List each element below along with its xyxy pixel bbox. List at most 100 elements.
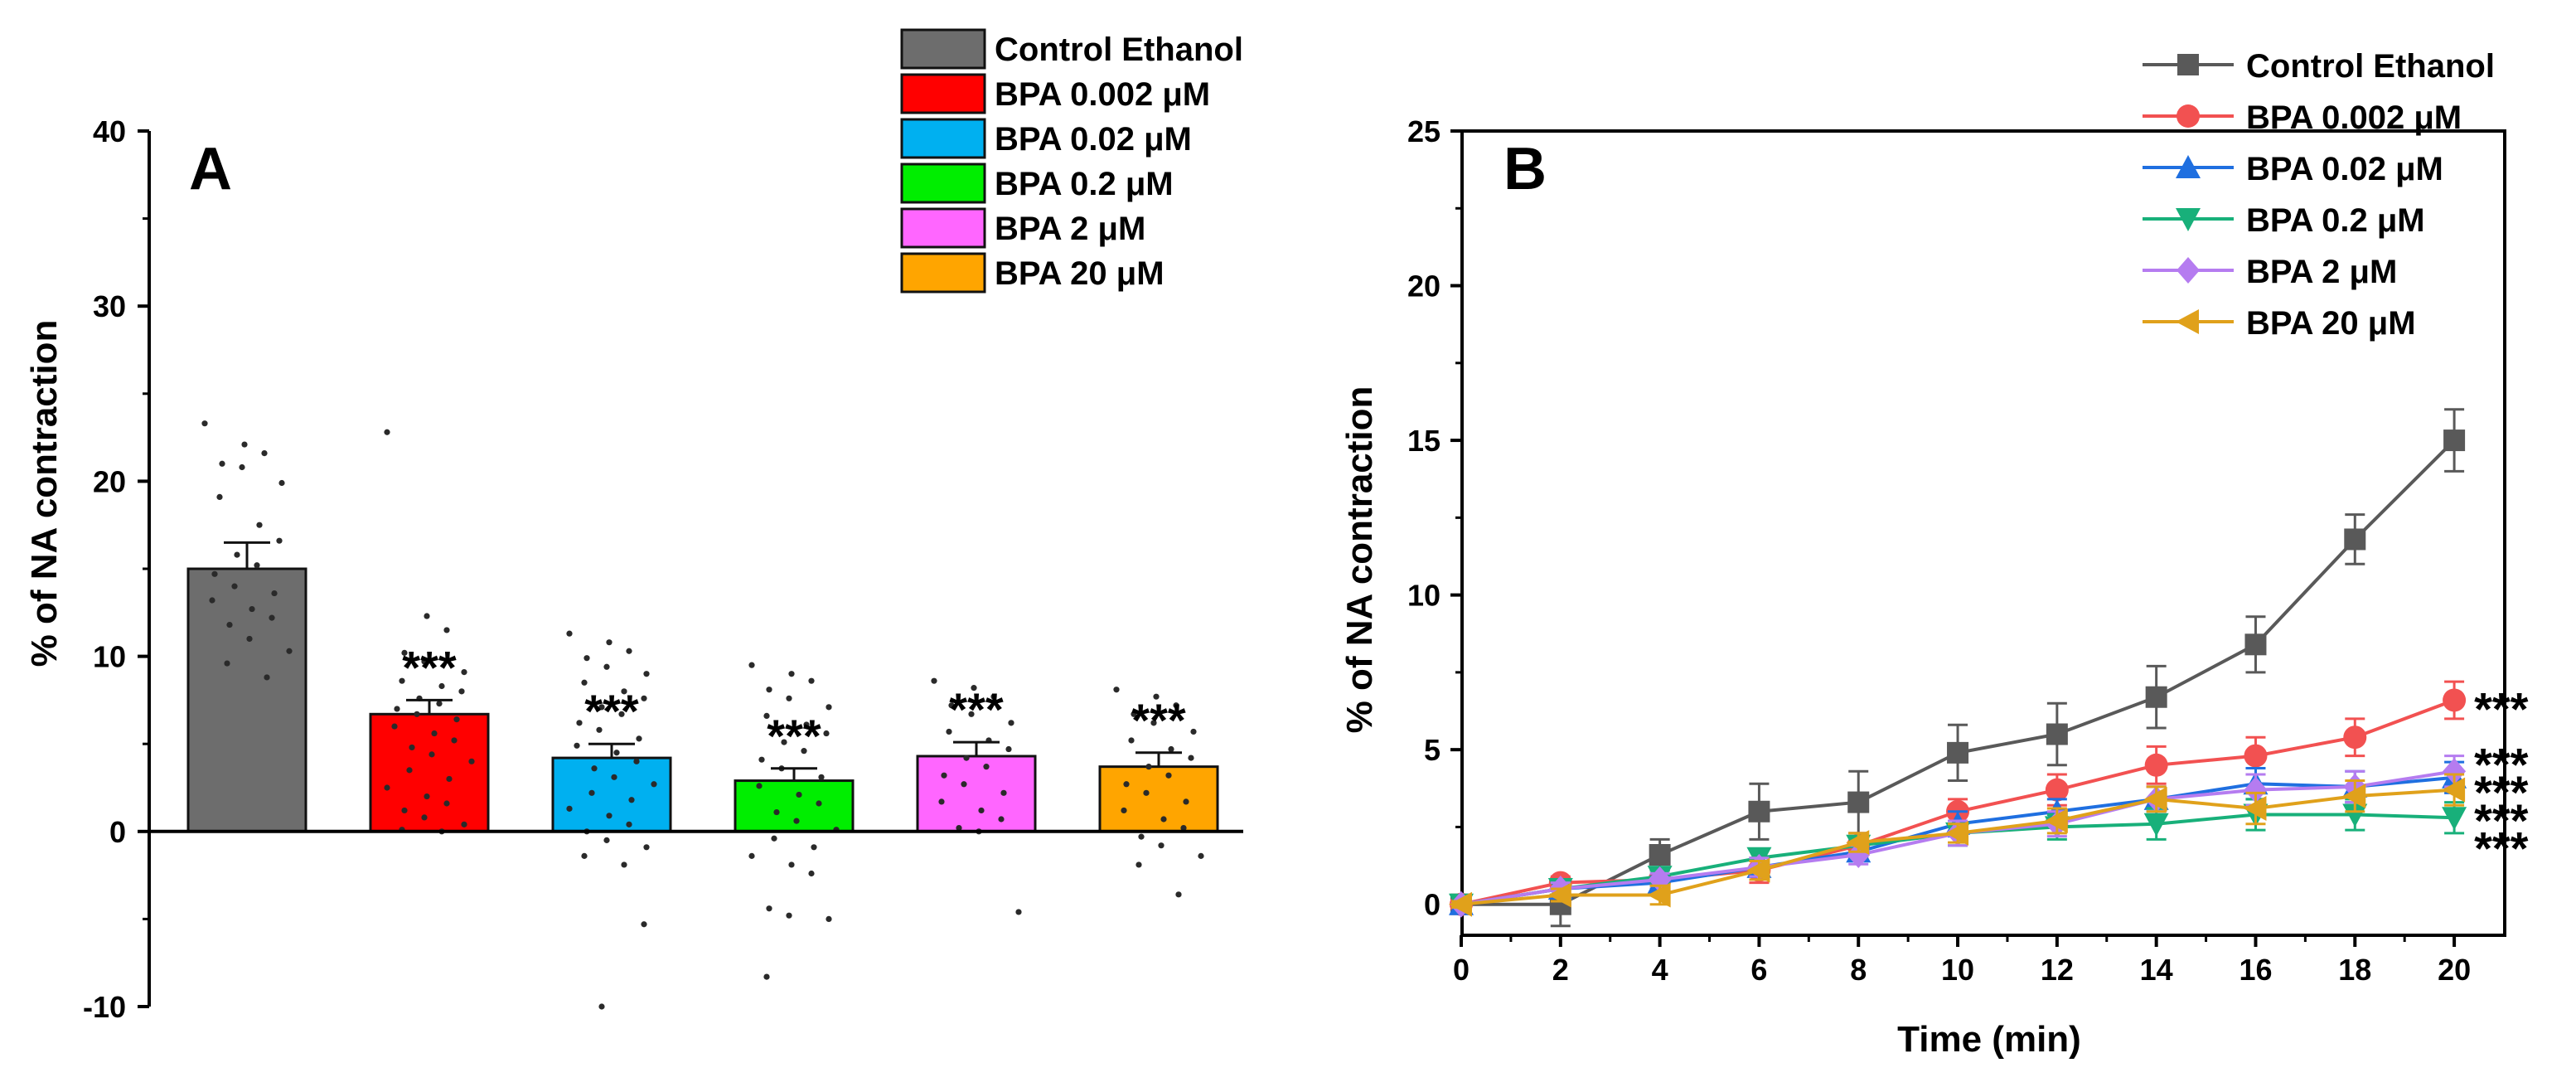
marker-square	[2344, 528, 2366, 551]
panel-a-y-axis-title: % of NA contraction	[24, 320, 65, 667]
data-point	[424, 613, 430, 619]
data-point	[651, 781, 657, 788]
marker-circle	[2045, 778, 2069, 802]
data-point	[1190, 728, 1197, 735]
y-tick-label: 0	[1424, 888, 1441, 922]
data-point	[801, 748, 807, 755]
marker-triangle-up	[2176, 155, 2201, 178]
panel-a-legend: Control Ethanol BPA 0.002 μM BPA 0.02 μM BP…	[900, 28, 1243, 294]
data-point	[763, 712, 770, 720]
data-point	[399, 677, 405, 684]
bar	[916, 755, 1037, 833]
significance-label: ***	[2474, 766, 2529, 818]
data-point	[786, 695, 792, 701]
data-point	[443, 627, 450, 633]
marker-triangle-down	[2143, 813, 2169, 837]
data-point	[1175, 891, 1182, 898]
data-point	[793, 818, 800, 824]
data-point	[763, 973, 770, 980]
y-tick-label: 5	[1424, 733, 1441, 767]
data-point	[401, 807, 408, 814]
data-point	[1143, 789, 1150, 796]
data-point	[239, 463, 245, 471]
panel-b-frame	[1460, 129, 2506, 937]
data-point	[748, 852, 755, 859]
data-point	[826, 704, 832, 711]
data-point	[421, 814, 428, 821]
data-point	[641, 695, 647, 701]
data-point	[1005, 745, 1012, 753]
marker-circle	[2343, 725, 2367, 750]
data-point	[1150, 720, 1157, 726]
series	[1450, 408, 2466, 928]
data-point	[1138, 833, 1145, 840]
y-tick-label: 25	[1407, 114, 1441, 148]
data-point	[931, 677, 937, 684]
data-point	[603, 663, 610, 670]
marker-square	[2177, 54, 2199, 75]
panel-a-bars	[186, 567, 1219, 833]
x-tick-label: 18	[2338, 953, 2371, 987]
legend-label: BPA 2 μM	[2246, 254, 2397, 290]
y-tick-label: 30	[93, 289, 126, 323]
data-point	[606, 639, 613, 646]
data-point	[421, 658, 428, 665]
data-point	[613, 750, 620, 756]
data-point	[451, 737, 458, 744]
data-point	[946, 728, 952, 735]
marker-square	[1847, 791, 1870, 813]
data-point	[948, 702, 955, 709]
marker-triangle-down	[2342, 803, 2368, 827]
data-point	[808, 677, 815, 684]
data-point	[808, 870, 815, 877]
data-point	[209, 597, 215, 604]
data-point	[438, 682, 445, 690]
data-point	[1158, 842, 1165, 849]
panel-b-ticks: 0 5 10 15 20 25 0 2 4 6 8 10 12 14 16 18 20	[1407, 114, 2471, 987]
data-point	[968, 711, 975, 717]
x-tick-label: 8	[1850, 953, 1867, 987]
marker-square	[2443, 429, 2466, 452]
data-point	[781, 739, 787, 745]
data-point	[443, 800, 450, 807]
significance-label: ***	[2474, 794, 2529, 847]
bar	[1098, 765, 1219, 833]
panel-a-significance-marks: *** *** *** *** ***	[402, 641, 1186, 761]
data-point	[468, 758, 475, 764]
legend-swatch	[900, 28, 986, 70]
y-tick-label: -10	[83, 990, 126, 1024]
data-point	[583, 655, 590, 662]
x-tick-label: 6	[1750, 953, 1767, 987]
data-point	[264, 674, 270, 681]
y-tick-label: 20	[93, 464, 126, 498]
data-point	[394, 706, 400, 712]
panel-b-series	[1449, 408, 2467, 928]
data-point	[823, 730, 830, 737]
data-point	[436, 701, 443, 707]
data-point	[766, 687, 772, 693]
legend-label: BPA 20 μM	[995, 255, 1165, 292]
series	[1450, 680, 2467, 916]
data-point	[641, 921, 647, 928]
data-point	[1128, 737, 1135, 744]
marker-triangle-left	[2044, 808, 2068, 833]
panel-b: B % of NA contraction Time (min) 0 5 10 15 2…	[1339, 48, 2529, 1060]
data-point	[1160, 816, 1167, 823]
data-point	[261, 450, 268, 457]
marker-diamond	[2177, 257, 2200, 284]
data-point	[431, 730, 438, 737]
data-point	[1183, 798, 1189, 805]
legend-label: BPA 0.002 μM	[2246, 99, 2462, 136]
marker-circle	[2443, 688, 2467, 712]
data-point	[1131, 711, 1137, 717]
marker-triangle-left	[2342, 784, 2366, 809]
bar	[734, 779, 855, 833]
data-point	[1135, 861, 1142, 868]
data-point	[818, 774, 825, 780]
marker-diamond	[2443, 758, 2467, 785]
panel-a-scatter-points	[201, 420, 1204, 1010]
data-point	[1198, 852, 1204, 859]
y-tick-label: 15	[1407, 424, 1441, 458]
marker-square	[2046, 723, 2068, 745]
